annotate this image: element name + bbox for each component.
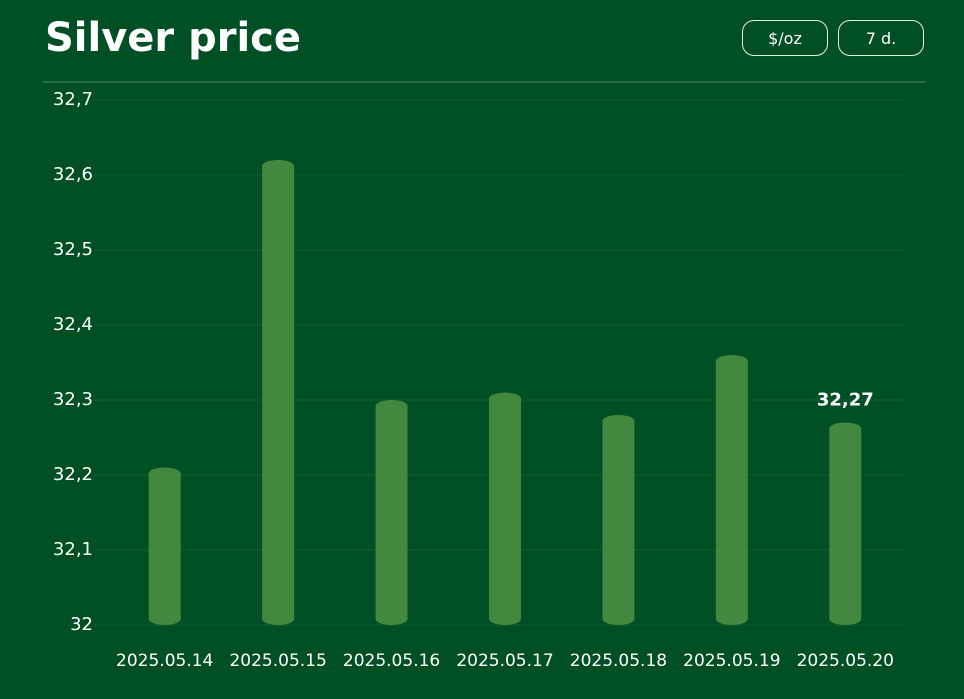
bar <box>715 355 748 625</box>
unit-button[interactable]: $/oz <box>742 20 828 56</box>
y-tick-label: 32,1 <box>53 539 93 560</box>
x-tick-label: 2025.05.17 <box>456 651 553 671</box>
bar <box>375 400 408 625</box>
period-button[interactable]: 7 d. <box>838 20 924 56</box>
y-tick-label: 32,2 <box>53 464 93 485</box>
x-tick-label: 2025.05.14 <box>116 651 213 671</box>
y-tick-label: 32,7 <box>53 89 93 110</box>
bar <box>148 467 181 625</box>
bar <box>829 422 862 625</box>
y-tick-label: 32 <box>70 614 93 635</box>
y-tick-label: 32,3 <box>53 389 93 410</box>
y-tick-label: 32,6 <box>53 164 93 185</box>
value-label: 32,27 <box>817 390 874 411</box>
bar <box>262 160 295 625</box>
chart-title: Silver price <box>45 15 301 61</box>
x-tick-label: 2025.05.16 <box>343 651 440 671</box>
bar <box>602 415 635 625</box>
x-tick-label: 2025.05.15 <box>229 651 326 671</box>
y-tick-label: 32,5 <box>53 239 93 260</box>
x-tick-label: 2025.05.18 <box>570 651 667 671</box>
x-tick-label: 2025.05.19 <box>683 651 780 671</box>
bar <box>489 392 521 625</box>
y-tick-label: 32,4 <box>53 314 93 335</box>
x-tick-label: 2025.05.20 <box>797 651 894 671</box>
